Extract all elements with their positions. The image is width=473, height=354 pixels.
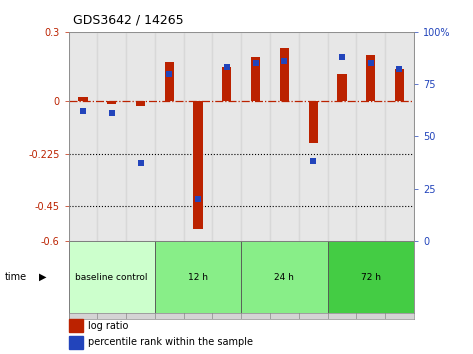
Bar bbox=[193, 102, 202, 229]
Bar bbox=[270, 32, 299, 241]
Bar bbox=[126, 32, 155, 241]
Text: GDS3642 / 14265: GDS3642 / 14265 bbox=[73, 13, 184, 27]
Bar bbox=[366, 55, 375, 102]
Bar bbox=[251, 57, 260, 102]
Bar bbox=[155, 241, 241, 313]
Bar bbox=[212, 32, 241, 241]
Bar bbox=[79, 97, 88, 102]
Bar bbox=[299, 32, 327, 241]
Point bbox=[166, 71, 173, 76]
Text: 12 h: 12 h bbox=[188, 273, 208, 281]
Bar bbox=[280, 48, 289, 102]
Bar bbox=[327, 32, 356, 241]
Text: 24 h: 24 h bbox=[274, 273, 294, 281]
Text: baseline control: baseline control bbox=[76, 273, 148, 281]
Bar bbox=[107, 102, 116, 104]
Point bbox=[223, 64, 231, 70]
Bar bbox=[155, 32, 184, 241]
Point bbox=[194, 196, 202, 202]
Text: 72 h: 72 h bbox=[361, 273, 381, 281]
Bar bbox=[356, 32, 385, 241]
Text: ▶: ▶ bbox=[39, 272, 46, 282]
Point bbox=[338, 54, 346, 60]
Point bbox=[108, 110, 115, 116]
Point bbox=[367, 60, 375, 66]
Bar bbox=[69, 319, 83, 332]
Point bbox=[79, 108, 87, 114]
Bar bbox=[69, 241, 155, 313]
Point bbox=[280, 58, 288, 64]
Bar bbox=[165, 62, 174, 102]
Text: log ratio: log ratio bbox=[88, 321, 128, 331]
Bar bbox=[136, 102, 145, 106]
Bar bbox=[241, 32, 270, 241]
Point bbox=[309, 159, 317, 164]
Point bbox=[252, 60, 259, 66]
Bar bbox=[69, 32, 97, 241]
Text: time: time bbox=[5, 272, 27, 282]
Bar bbox=[337, 74, 347, 102]
Bar bbox=[385, 32, 414, 241]
Bar bbox=[395, 69, 404, 102]
Bar bbox=[327, 241, 414, 313]
Bar bbox=[69, 336, 83, 349]
Bar bbox=[308, 102, 318, 143]
Bar bbox=[97, 32, 126, 241]
Point bbox=[137, 161, 144, 166]
Point bbox=[396, 67, 403, 72]
Bar bbox=[241, 241, 327, 313]
Bar bbox=[184, 32, 212, 241]
Bar bbox=[222, 67, 231, 102]
Text: percentile rank within the sample: percentile rank within the sample bbox=[88, 337, 253, 347]
